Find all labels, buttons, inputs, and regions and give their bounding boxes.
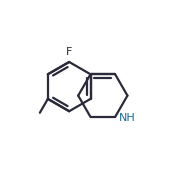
Text: NH: NH xyxy=(118,113,135,123)
Text: F: F xyxy=(66,47,72,57)
